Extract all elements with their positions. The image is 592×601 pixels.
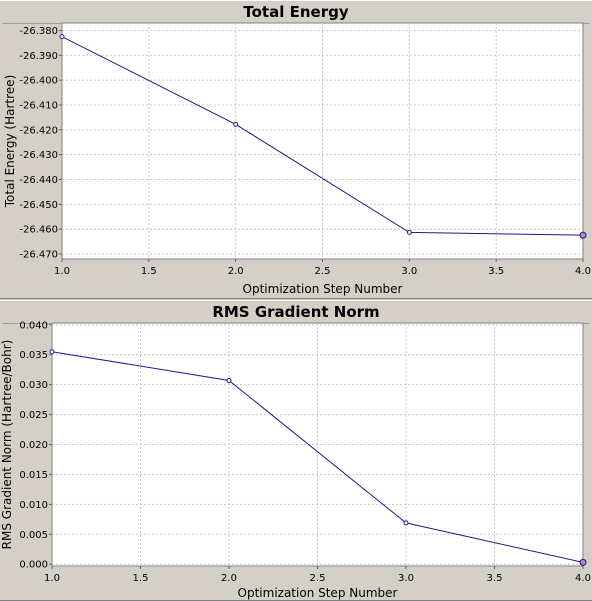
data-point: [403, 520, 409, 526]
total-energy-chart: 1.0 1.5 2.0 2.5 3.0 3.5 4.0 -26.380 -26.390 -26.4…: [3, 22, 591, 296]
y-tick-label: -26.380: [19, 26, 58, 37]
total-energy-panel: Total Energy 1.0 1.5 2.0 2.5 3.0 3.5 4.0 -26.38…: [0, 0, 592, 299]
data-point: [49, 349, 55, 355]
data-point: [406, 229, 412, 235]
series-line: [61, 36, 584, 236]
y-tick-label: 0.010: [19, 500, 48, 511]
y-tick-label: -26.420: [19, 125, 58, 136]
y-tick-label: 0.020: [19, 440, 48, 451]
rms-gradient-chart: 1.0 1.5 2.0 2.5 3.0 3.5 4.0 0.040 0.035 0.030 0.02…: [0, 320, 591, 600]
x-tick-label: 4.0: [575, 573, 591, 584]
y-tick-label: -26.390: [19, 51, 58, 62]
y-tick-label: -26.410: [19, 100, 58, 111]
x-axis-title: Optimization Step Number: [238, 586, 398, 600]
y-tick-label: 0.015: [19, 470, 48, 481]
data-point: [579, 231, 587, 239]
y-tick-label: 0.025: [19, 410, 48, 421]
x-tick-label: 2.0: [221, 573, 237, 584]
data-point: [59, 34, 65, 40]
y-tick-label: -26.440: [19, 175, 58, 186]
x-tick-label: 2.5: [310, 573, 326, 584]
y-tick-label: -26.430: [19, 150, 58, 161]
x-tick-label: 2.0: [228, 266, 244, 277]
y-tick-label: -26.460: [19, 225, 58, 236]
y-tick-label: -26.450: [19, 200, 58, 211]
series-line: [51, 351, 584, 563]
y-tick-label: -26.470: [19, 250, 58, 261]
data-point: [233, 121, 239, 127]
data-point: [226, 377, 232, 383]
x-tick-label: 3.0: [401, 266, 417, 277]
x-tick-label: 1.5: [133, 573, 149, 584]
y-axis-title: Total Energy (Hartree): [3, 75, 17, 208]
x-tick-label: 1.0: [44, 573, 60, 584]
x-tick-label: 1.5: [141, 266, 157, 277]
x-tick-label: 3.5: [488, 266, 504, 277]
y-tick-label: 0.040: [19, 320, 48, 331]
y-tick-label: 0.005: [19, 530, 48, 541]
data-point: [579, 558, 587, 566]
x-axis-title: Optimization Step Number: [243, 282, 403, 296]
y-tick-label: 0.035: [19, 350, 48, 361]
y-axis-title: RMS Gradient Norm (Hartree/Bohr): [0, 340, 14, 550]
x-tick-label: 4.0: [575, 266, 591, 277]
y-tick-label: 0.000: [19, 560, 48, 571]
y-tick-label: 0.030: [19, 380, 48, 391]
x-tick-label: 3.0: [398, 573, 414, 584]
x-tick-label: 1.0: [54, 266, 70, 277]
x-tick-label: 3.5: [487, 573, 503, 584]
y-tick-label: -26.400: [19, 76, 58, 87]
x-tick-label: 2.5: [315, 266, 331, 277]
rms-gradient-panel: RMS Gradient Norm 1.0 1.5 2.0 2.5 3.0 3.5 4.0 0…: [0, 300, 592, 601]
